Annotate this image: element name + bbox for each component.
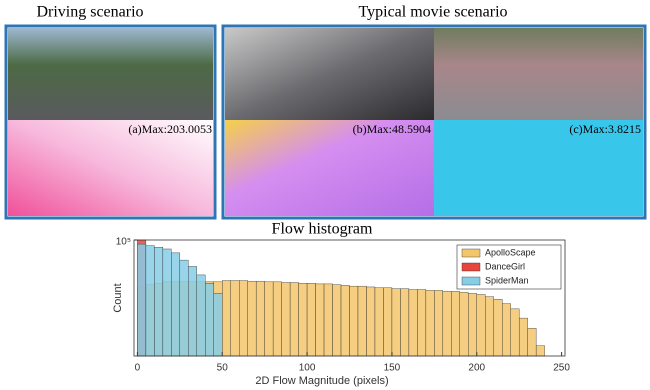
bar xyxy=(222,281,230,356)
bar xyxy=(299,283,307,356)
bar xyxy=(460,292,468,356)
legend-swatch xyxy=(462,249,480,257)
x-tick-label: 100 xyxy=(299,363,316,374)
bar xyxy=(443,291,451,356)
panel-title: Driving scenario xyxy=(36,4,143,21)
bar xyxy=(468,293,476,356)
x-tick-label: 250 xyxy=(553,363,570,374)
bar xyxy=(205,283,213,356)
bar xyxy=(256,281,264,356)
driving-image xyxy=(8,28,213,120)
bar xyxy=(528,328,536,356)
bar xyxy=(392,289,400,356)
legend-swatch xyxy=(462,263,480,271)
bar xyxy=(137,244,145,356)
bar xyxy=(426,290,434,356)
bar xyxy=(519,318,527,356)
bar xyxy=(324,284,332,356)
bar xyxy=(146,246,154,356)
bar xyxy=(375,288,383,356)
bar xyxy=(417,290,425,356)
dance-image xyxy=(434,28,643,120)
legend-swatch xyxy=(462,277,480,285)
bar xyxy=(434,290,442,356)
bar xyxy=(282,283,290,356)
bar xyxy=(485,297,493,356)
bar xyxy=(502,304,510,356)
bar xyxy=(197,275,205,356)
bar xyxy=(341,285,349,356)
bar xyxy=(477,294,485,356)
panel-title: Typical movie scenario xyxy=(358,4,507,21)
bar xyxy=(265,282,273,356)
bar xyxy=(366,287,374,356)
bar xyxy=(400,289,408,356)
bar xyxy=(188,266,196,356)
bar xyxy=(511,309,519,356)
legend-label: ApolloScape xyxy=(485,247,536,257)
bar xyxy=(248,281,256,356)
bar xyxy=(333,285,341,356)
bar xyxy=(154,247,162,356)
bar xyxy=(163,249,171,356)
bar xyxy=(231,281,239,356)
bar xyxy=(358,286,366,356)
figure: Driving scenario Typical movie scenario … xyxy=(0,0,650,390)
panel-label: (c)Max:3.8215 xyxy=(569,122,641,136)
bar xyxy=(214,293,222,356)
bar xyxy=(239,281,247,356)
bar xyxy=(494,299,502,356)
movie-image xyxy=(225,28,434,120)
bar xyxy=(273,282,281,356)
bar xyxy=(171,253,179,356)
bar xyxy=(451,291,459,356)
bar xyxy=(316,284,324,356)
bar xyxy=(409,290,417,356)
bar xyxy=(536,346,544,356)
legend-label: DanceGirl xyxy=(485,261,525,271)
bar xyxy=(307,283,315,356)
x-tick-label: 150 xyxy=(384,363,401,374)
x-tick-label: 50 xyxy=(217,363,229,374)
bar xyxy=(290,283,298,356)
chart-title: Flow histogram xyxy=(272,221,373,238)
x-tick-label: 0 xyxy=(135,363,141,374)
y-tick-label: 10⁵ xyxy=(116,237,131,248)
legend-label: SpiderMan xyxy=(485,275,529,285)
bar xyxy=(180,260,188,356)
x-tick-label: 200 xyxy=(468,363,485,374)
panel-label: (b)Max:48.5904 xyxy=(353,122,431,136)
panel-label: (a)Max:203.0053 xyxy=(128,122,212,136)
y-axis-label: Count xyxy=(112,283,124,312)
bar xyxy=(350,286,358,356)
bar xyxy=(383,288,391,356)
x-axis-label: 2D Flow Magnitude (pixels) xyxy=(255,375,388,387)
